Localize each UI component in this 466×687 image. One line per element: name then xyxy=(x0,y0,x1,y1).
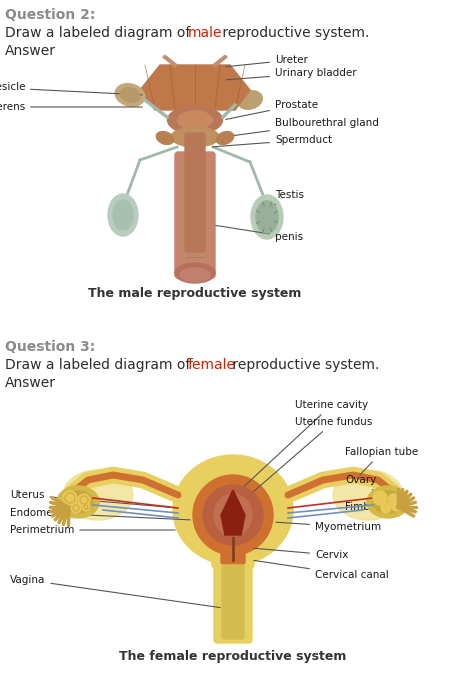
Text: Testis: Testis xyxy=(269,190,304,208)
FancyBboxPatch shape xyxy=(222,565,244,639)
Ellipse shape xyxy=(214,494,252,536)
Ellipse shape xyxy=(173,455,293,565)
Ellipse shape xyxy=(120,88,140,102)
Circle shape xyxy=(392,503,400,511)
Ellipse shape xyxy=(156,132,174,144)
Text: Prostate: Prostate xyxy=(226,100,318,120)
Ellipse shape xyxy=(193,475,273,555)
Text: Ureter: Ureter xyxy=(226,55,308,67)
Text: Cervical canal: Cervical canal xyxy=(254,561,389,580)
Text: Uterine fundus: Uterine fundus xyxy=(240,417,372,503)
Text: Spermduct: Spermduct xyxy=(213,135,332,147)
Circle shape xyxy=(78,494,90,506)
Text: Answer: Answer xyxy=(5,44,56,58)
Text: Draw a labeled diagram of: Draw a labeled diagram of xyxy=(5,358,195,372)
FancyBboxPatch shape xyxy=(212,517,254,568)
Text: Perimetrium: Perimetrium xyxy=(10,525,175,535)
Text: Fallopian tube: Fallopian tube xyxy=(345,447,418,475)
Circle shape xyxy=(388,494,400,506)
Text: Draw a labeled diagram of: Draw a labeled diagram of xyxy=(5,26,195,40)
Text: Vagina: Vagina xyxy=(10,575,220,607)
Text: Myometrium: Myometrium xyxy=(276,522,381,532)
Text: Seminal vesicle: Seminal vesicle xyxy=(0,82,142,95)
Ellipse shape xyxy=(251,195,283,239)
Ellipse shape xyxy=(178,111,212,129)
Ellipse shape xyxy=(57,486,99,518)
Ellipse shape xyxy=(367,486,409,518)
Ellipse shape xyxy=(115,84,145,106)
Ellipse shape xyxy=(171,127,219,147)
Polygon shape xyxy=(221,490,245,535)
Text: Question 2:: Question 2: xyxy=(5,8,96,22)
Text: Vas deferens: Vas deferens xyxy=(0,102,142,112)
Text: Urinary bladder: Urinary bladder xyxy=(226,68,356,80)
Text: female: female xyxy=(188,358,236,372)
FancyBboxPatch shape xyxy=(181,158,209,272)
Circle shape xyxy=(381,503,391,513)
Text: male: male xyxy=(188,26,222,40)
Ellipse shape xyxy=(238,91,262,109)
Ellipse shape xyxy=(167,106,222,134)
Text: The female reproductive system: The female reproductive system xyxy=(119,650,347,663)
Text: Cervix: Cervix xyxy=(254,548,349,560)
Text: Answer: Answer xyxy=(5,376,56,390)
FancyBboxPatch shape xyxy=(185,133,205,252)
Ellipse shape xyxy=(63,491,93,513)
Text: Uterine cavity: Uterine cavity xyxy=(240,400,368,490)
Text: reproductive system.: reproductive system. xyxy=(218,26,370,40)
Circle shape xyxy=(373,491,387,505)
Text: Bulbourethral gland: Bulbourethral gland xyxy=(226,118,379,137)
Ellipse shape xyxy=(113,200,133,230)
Text: The male reproductive system: The male reproductive system xyxy=(89,287,302,300)
Text: penis: penis xyxy=(216,225,303,242)
Ellipse shape xyxy=(333,470,403,520)
Circle shape xyxy=(82,503,90,511)
Ellipse shape xyxy=(256,201,278,233)
Circle shape xyxy=(63,491,77,505)
Circle shape xyxy=(71,503,81,513)
Text: Endometrium: Endometrium xyxy=(10,508,190,520)
FancyBboxPatch shape xyxy=(214,562,252,643)
Text: Fimbriae: Fimbriae xyxy=(345,502,398,515)
Text: reproductive system.: reproductive system. xyxy=(228,358,379,372)
Ellipse shape xyxy=(63,470,133,520)
Text: Question 3:: Question 3: xyxy=(5,340,95,354)
Text: Uterus: Uterus xyxy=(10,490,175,508)
FancyBboxPatch shape xyxy=(221,520,245,564)
FancyBboxPatch shape xyxy=(175,152,215,278)
Text: Ovary: Ovary xyxy=(345,475,386,500)
Ellipse shape xyxy=(216,132,234,144)
Ellipse shape xyxy=(108,194,138,236)
Ellipse shape xyxy=(175,263,215,283)
Ellipse shape xyxy=(203,485,263,545)
Ellipse shape xyxy=(373,491,403,513)
Polygon shape xyxy=(140,65,250,110)
Ellipse shape xyxy=(180,268,210,282)
